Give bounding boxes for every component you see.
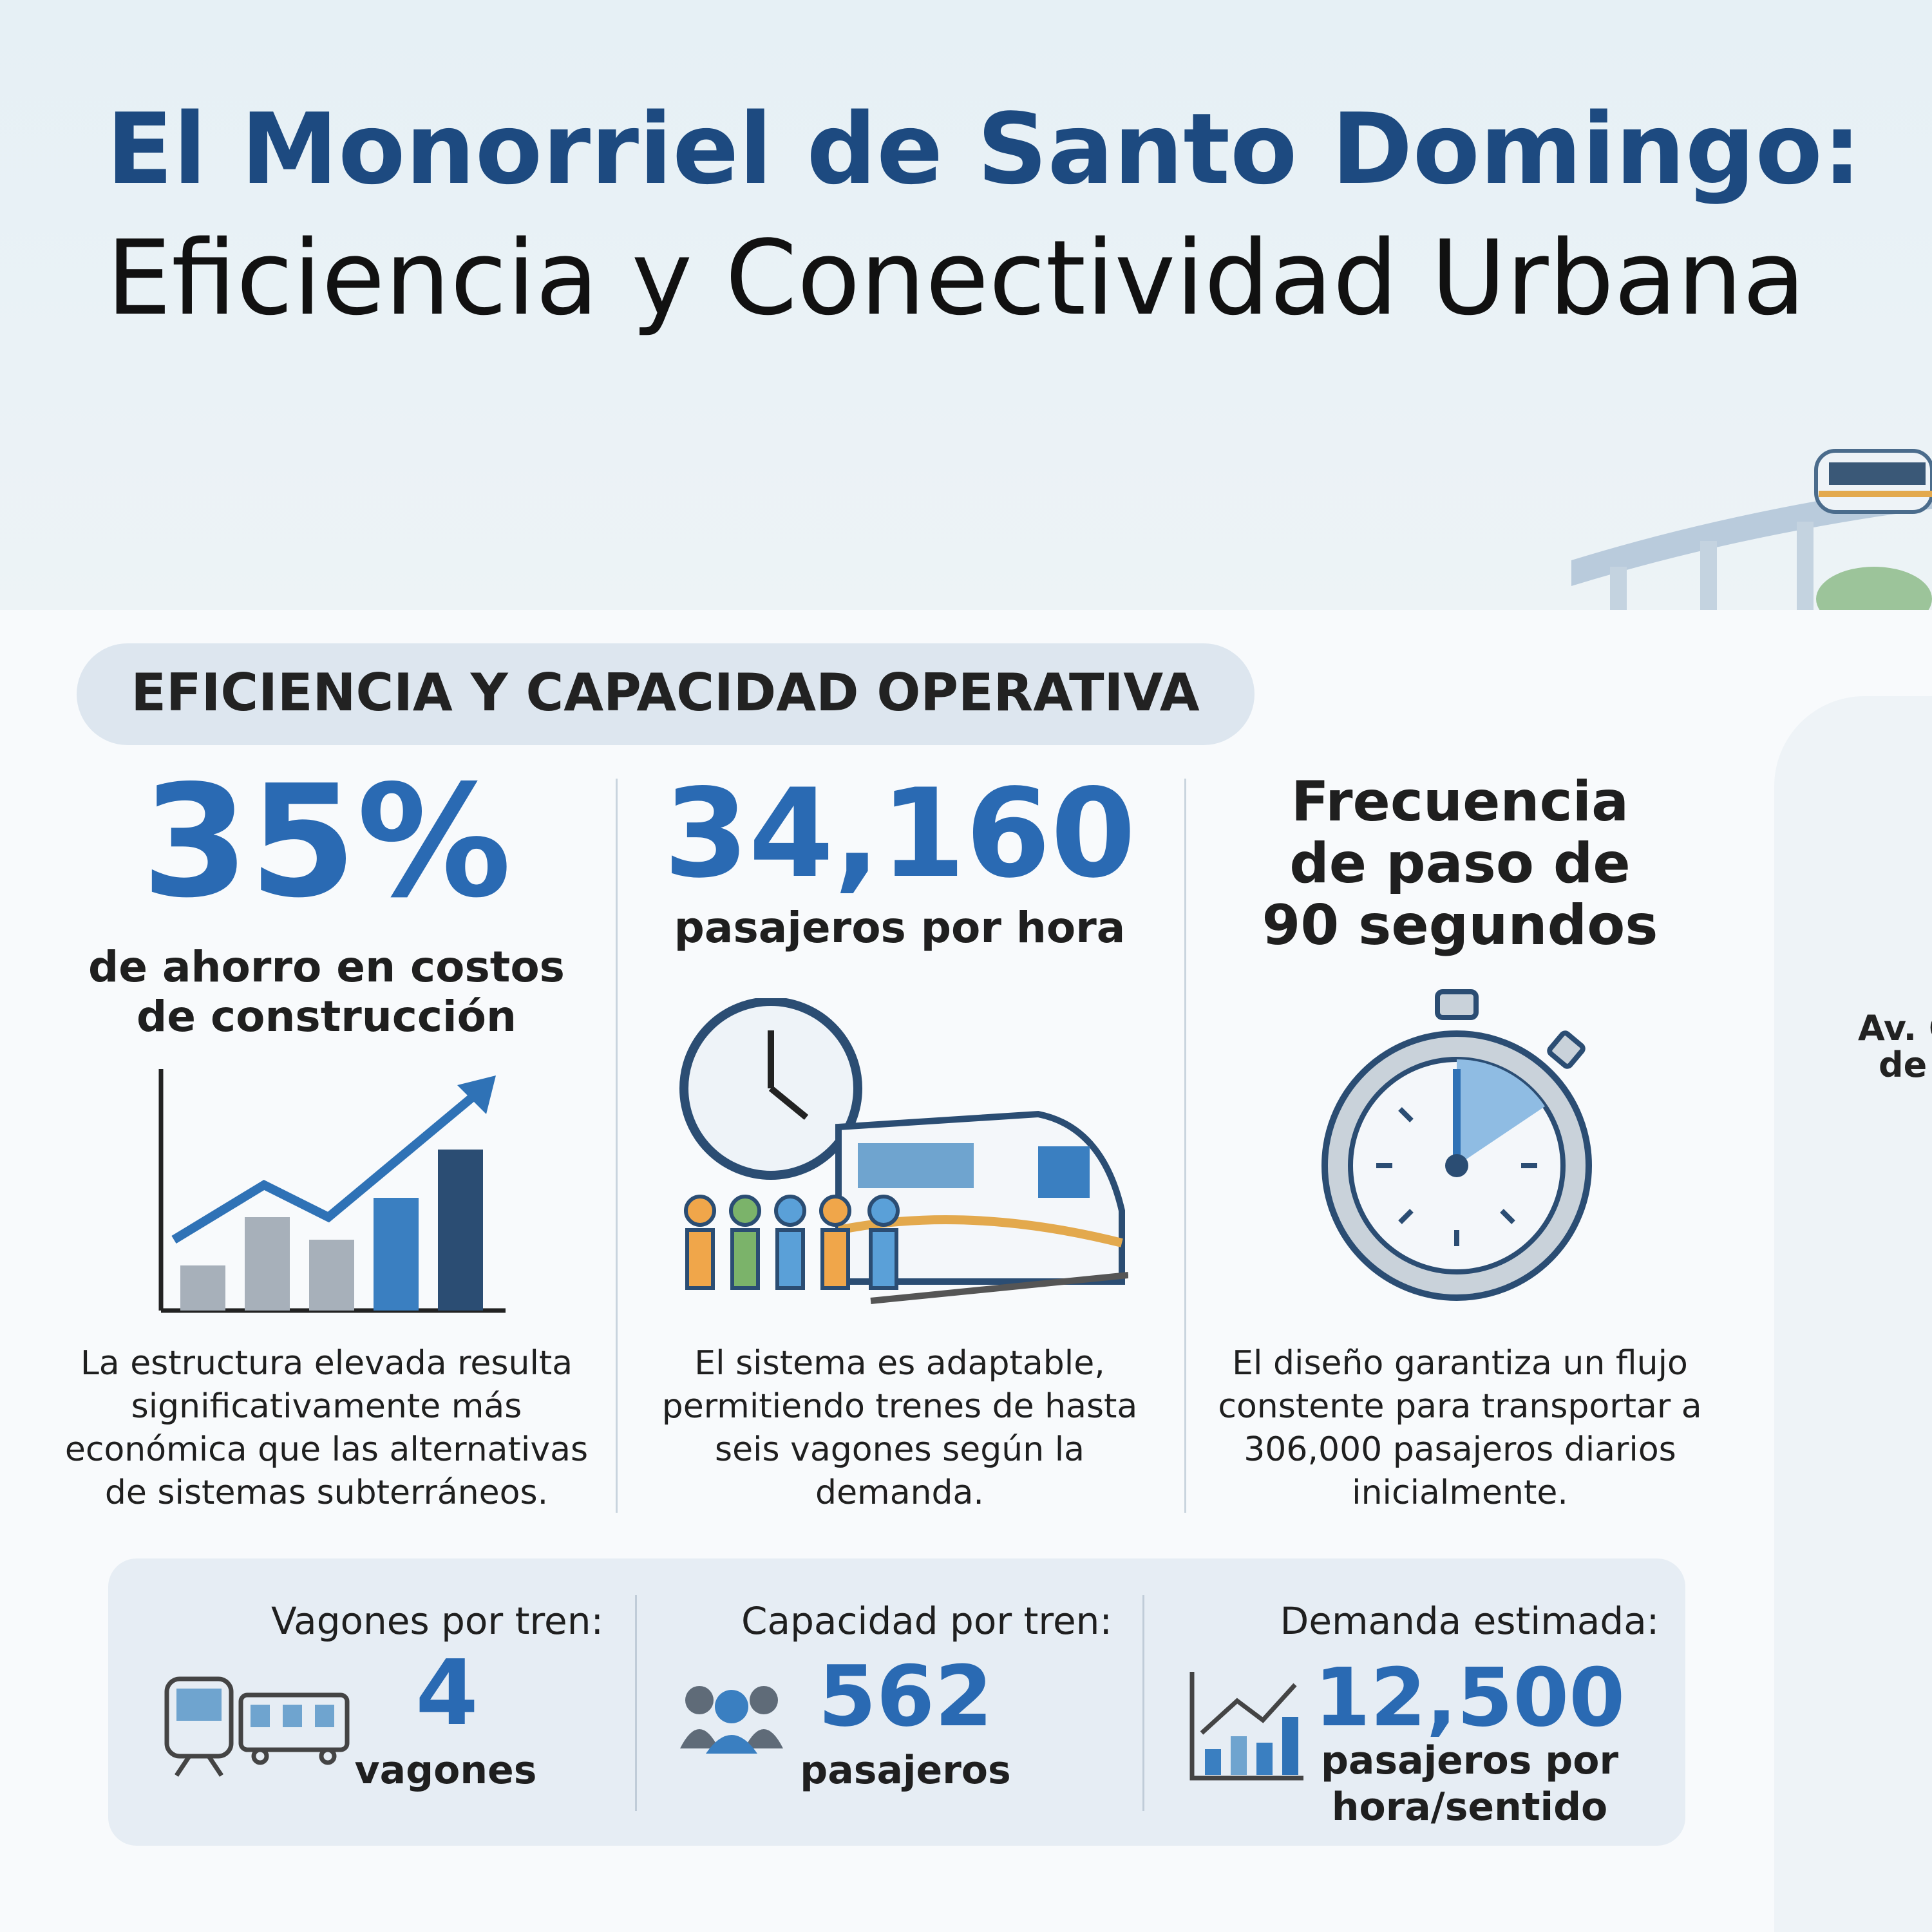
column-divider xyxy=(1184,779,1186,1513)
stat-description: inicialmente. xyxy=(1352,1473,1568,1512)
stat-description: El sistema es adaptable, xyxy=(694,1343,1105,1383)
stat-description: significativamente más xyxy=(131,1387,522,1426)
stat-heading: 90 segundos xyxy=(1262,893,1658,958)
column-divider xyxy=(616,779,618,1513)
train-icon xyxy=(164,1676,350,1777)
stat-description: de sistemas subterráneos. xyxy=(104,1473,549,1512)
spec-value: 4 xyxy=(415,1640,478,1746)
section-pill xyxy=(77,643,1255,745)
stopwatch-icon xyxy=(1321,989,1592,1301)
spec-unit: hora/sentido xyxy=(1331,1785,1608,1830)
monorail-illustration xyxy=(1571,449,1932,610)
stat-description: 306,000 pasajeros diarios xyxy=(1244,1430,1676,1469)
stat-description: demanda. xyxy=(815,1473,984,1512)
header-background xyxy=(0,0,1932,610)
specs-divider xyxy=(1142,1595,1144,1811)
stat-description: La estructura elevada resulta xyxy=(80,1343,573,1383)
stat-description: El diseño garantiza un flujo xyxy=(1232,1343,1688,1383)
growth-chart-icon xyxy=(158,1069,506,1313)
spec-unit: pasajeros por xyxy=(1320,1738,1619,1784)
spec-label: Vagones por tren: xyxy=(271,1599,603,1643)
specs-divider xyxy=(635,1595,637,1811)
people-icon xyxy=(680,1686,783,1754)
stat-description: económica que las alternativas xyxy=(64,1430,589,1469)
stat-description: permitiendo trenes de hasta xyxy=(661,1387,1138,1426)
spec-label: Capacidad por tren: xyxy=(741,1599,1112,1643)
spec-unit: pasajeros xyxy=(800,1748,1011,1794)
stat-heading: Frecuencia xyxy=(1291,770,1629,835)
stat-description: constente para transportar a xyxy=(1218,1387,1702,1426)
demand-chart-icon xyxy=(1189,1672,1303,1781)
spec-unit: vagones xyxy=(354,1748,537,1794)
side-panel-text: de xyxy=(1879,1044,1927,1085)
stat-description: seis vagones según la xyxy=(714,1430,1085,1469)
stat-value: 34,160 xyxy=(663,762,1136,905)
side-panel-text: Av. C xyxy=(1858,1007,1932,1048)
subtitle: Eficiencia y Conectividad Urbana xyxy=(106,218,1806,339)
stat-heading: de paso de xyxy=(1289,831,1631,896)
stat-value: 35% xyxy=(141,751,512,932)
stat-label: pasajeros por hora xyxy=(674,902,1126,952)
title: El Monorriel de Santo Domingo: xyxy=(106,91,1862,206)
side-panel xyxy=(1774,696,1932,1932)
stat-label: de ahorro en costos xyxy=(88,942,565,992)
clock-train-icon xyxy=(679,998,1128,1304)
spec-value: 12,500 xyxy=(1314,1651,1625,1745)
section-title: EFICIENCIA Y CAPACIDAD OPERATIVA xyxy=(131,662,1200,723)
stat-label: de construcción xyxy=(136,991,517,1041)
spec-label: Demanda estimada: xyxy=(1280,1599,1660,1643)
specs-strip xyxy=(108,1558,1685,1846)
spec-value: 562 xyxy=(818,1647,993,1746)
